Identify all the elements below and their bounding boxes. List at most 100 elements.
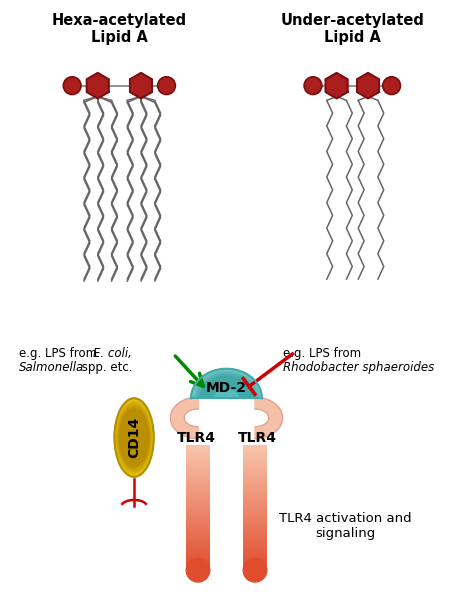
Bar (243, 535, 267, 538)
Bar (243, 478, 267, 481)
Bar (186, 565, 210, 568)
Bar (186, 548, 210, 551)
Ellipse shape (118, 406, 150, 470)
Text: MD-2: MD-2 (206, 381, 247, 395)
Ellipse shape (119, 407, 149, 468)
Polygon shape (195, 372, 258, 398)
Polygon shape (357, 73, 379, 98)
Bar (243, 458, 267, 461)
Polygon shape (200, 376, 254, 398)
Bar (186, 496, 210, 498)
Bar (243, 490, 267, 493)
Bar (243, 551, 267, 554)
Bar (186, 451, 210, 453)
Bar (243, 475, 267, 478)
Bar (243, 545, 267, 548)
Circle shape (243, 558, 267, 582)
Ellipse shape (118, 404, 151, 471)
Ellipse shape (119, 408, 149, 466)
Bar (243, 471, 267, 474)
Ellipse shape (120, 410, 148, 465)
Bar (186, 465, 210, 468)
Circle shape (158, 77, 175, 95)
Bar (186, 510, 210, 513)
Polygon shape (198, 374, 255, 398)
Polygon shape (191, 369, 262, 398)
Polygon shape (213, 388, 240, 398)
Polygon shape (192, 369, 261, 398)
Bar (186, 480, 210, 483)
Bar (186, 498, 210, 501)
Bar (243, 451, 267, 453)
Ellipse shape (117, 403, 152, 472)
Polygon shape (196, 373, 257, 398)
Polygon shape (193, 371, 260, 398)
Circle shape (304, 77, 322, 95)
Polygon shape (201, 377, 252, 398)
Bar (243, 558, 267, 561)
Bar (243, 518, 267, 521)
Bar (186, 538, 210, 540)
Bar (243, 515, 267, 519)
Bar (243, 480, 267, 483)
Polygon shape (326, 73, 347, 98)
Polygon shape (201, 377, 252, 398)
Bar (243, 485, 267, 488)
Bar (186, 528, 210, 531)
Ellipse shape (119, 408, 149, 467)
Bar (186, 555, 210, 558)
Bar (243, 525, 267, 528)
Ellipse shape (116, 401, 152, 474)
Polygon shape (196, 372, 257, 398)
Bar (243, 568, 267, 571)
Bar (243, 496, 267, 498)
Polygon shape (193, 371, 259, 398)
Circle shape (186, 558, 210, 582)
Ellipse shape (115, 400, 153, 475)
Polygon shape (198, 374, 255, 398)
Bar (243, 555, 267, 558)
Polygon shape (191, 369, 261, 398)
Bar (243, 445, 267, 448)
Bar (243, 510, 267, 513)
Bar (243, 483, 267, 486)
Bar (186, 563, 210, 566)
Bar (186, 558, 210, 561)
Bar (186, 533, 210, 536)
Polygon shape (201, 377, 252, 398)
Polygon shape (201, 377, 253, 398)
Text: Rhodobacter sphaeroides: Rhodobacter sphaeroides (283, 361, 434, 374)
Polygon shape (194, 371, 259, 398)
Bar (186, 458, 210, 461)
Text: e.g. LPS from: e.g. LPS from (19, 347, 101, 360)
Polygon shape (200, 376, 253, 398)
Bar (186, 520, 210, 523)
Bar (243, 565, 267, 568)
Bar (186, 568, 210, 571)
Bar (243, 473, 267, 476)
Polygon shape (199, 375, 254, 398)
Ellipse shape (117, 403, 151, 472)
Ellipse shape (119, 407, 149, 468)
Bar (243, 530, 267, 533)
Ellipse shape (115, 398, 154, 477)
Bar (243, 560, 267, 563)
Bar (243, 498, 267, 501)
Ellipse shape (120, 409, 148, 466)
Bar (243, 513, 267, 516)
Bar (186, 518, 210, 521)
Bar (186, 525, 210, 528)
Bar (186, 455, 210, 458)
Ellipse shape (116, 401, 152, 474)
Polygon shape (199, 375, 255, 398)
Ellipse shape (118, 406, 150, 469)
Ellipse shape (118, 407, 150, 469)
Ellipse shape (115, 400, 153, 476)
Polygon shape (198, 375, 255, 398)
Bar (243, 553, 267, 556)
Polygon shape (199, 375, 254, 398)
Ellipse shape (118, 406, 150, 469)
Bar (243, 463, 267, 466)
Text: Under-acetylated
Lipid A: Under-acetylated Lipid A (280, 13, 424, 46)
Bar (243, 543, 267, 546)
